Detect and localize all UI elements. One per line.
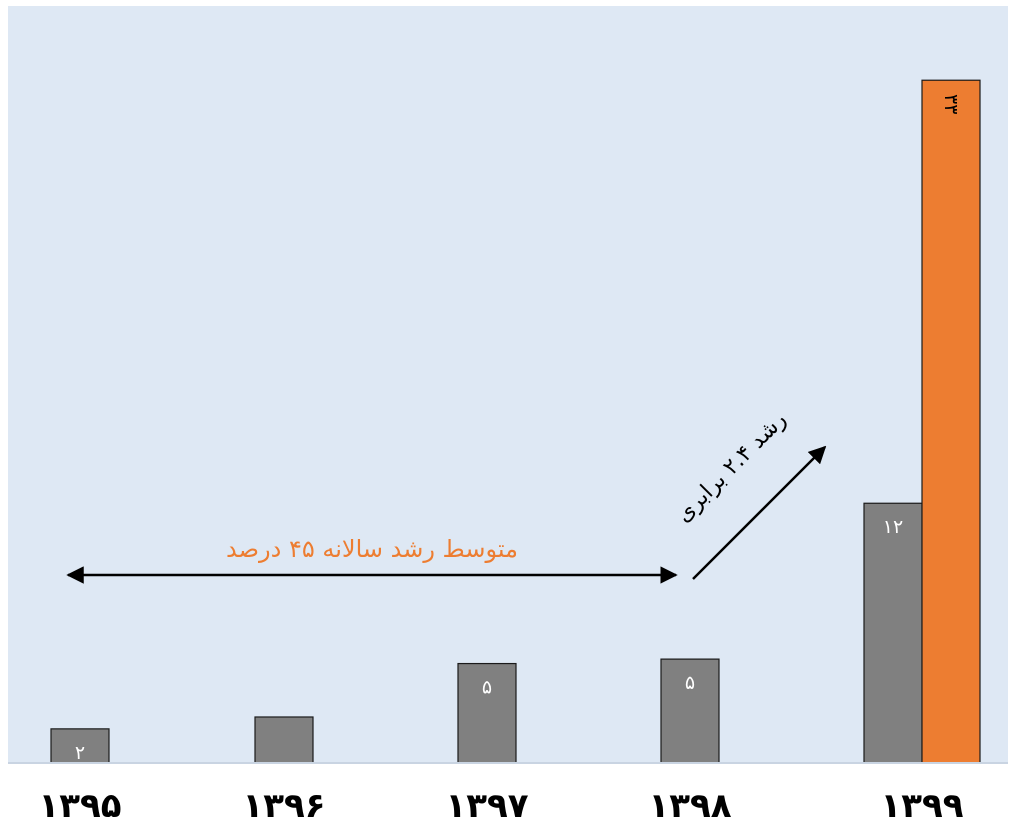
data-label-0-0: ۲ (75, 742, 85, 764)
x-tick-label-1: ۱۳۹۶ (242, 786, 325, 826)
bar-0-3 (660, 658, 720, 764)
bar-1-4 (921, 79, 981, 764)
average-growth-annotation: متوسط رشد سالانه ۴۵ درصد (226, 535, 518, 563)
bar-0-0 (50, 728, 110, 764)
data-label-0-4: ۱۲ (883, 516, 903, 538)
growth-diagonal-arrow (692, 445, 827, 580)
x-tick-label-4: ۱۳۹۹ (880, 786, 963, 826)
data-label-1-4: ۳۳ (940, 94, 962, 114)
plot-area (8, 6, 1008, 763)
bar-0-2 (457, 662, 517, 764)
x-tick-label-3: ۱۳۹۸ (648, 786, 731, 826)
bar-0-4 (863, 502, 923, 764)
x-tick-label-0: ۱۳۹۵ (38, 786, 121, 826)
bar-0-1 (254, 716, 314, 764)
x-tick-label-2: ۱۳۹۷ (445, 786, 528, 826)
x-tick-labels: ۱۳۹۵ ۱۳۹۶ ۱۳۹۷ ۱۳۹۸ ۱۳۹۹ (38, 786, 963, 826)
bars-layer: ۲ ۵ ۵ ۱۲ ۳۳ (50, 79, 981, 764)
data-label-0-3: ۵ (685, 672, 695, 694)
data-label-0-2: ۵ (482, 677, 492, 699)
